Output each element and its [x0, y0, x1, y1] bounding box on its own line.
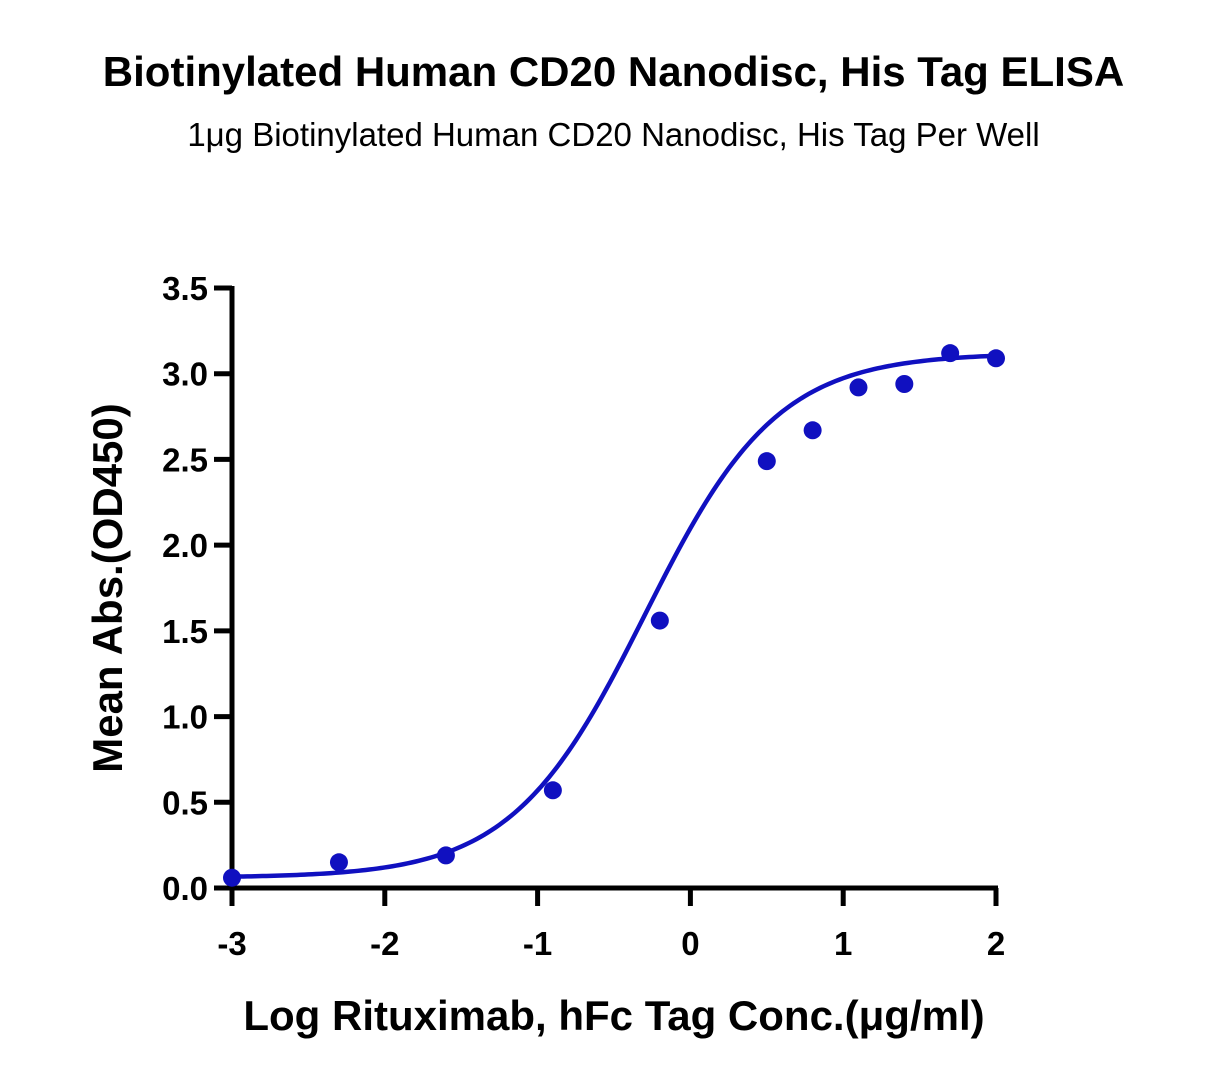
y-tick-label: 0.5 — [162, 784, 208, 821]
y-tick-label: 2.0 — [162, 527, 208, 564]
data-point — [895, 375, 914, 393]
data-point — [757, 452, 776, 471]
x-tick-label: -1 — [523, 925, 552, 962]
y-tick-label: 3.0 — [162, 356, 208, 393]
y-tick-label: 1.0 — [162, 699, 208, 736]
data-point — [987, 349, 1005, 368]
data-point — [329, 853, 348, 872]
chart-title: Biotinylated Human CD20 Nanodisc, His Ta… — [102, 48, 1125, 95]
data-point — [436, 846, 455, 865]
fit-curve — [231, 353, 997, 879]
x-tick-label: -2 — [370, 925, 399, 962]
axes: 0.0 0.5 1.0 1.5 2.0 2.5 3.0 3.5 -3 -2 -1 0 1 2 — [162, 270, 1005, 962]
data-point — [650, 611, 669, 630]
x-axis-title: Log Rituximab, hFc Tag Conc.(μg/ml) — [243, 992, 984, 1039]
y-tick-label: 0.0 — [162, 870, 208, 907]
x-tick-label: -3 — [217, 925, 246, 962]
y-axis-title: Mean Abs.(OD450) — [84, 403, 131, 773]
data-point — [803, 421, 822, 440]
x-tick-label: 0 — [681, 925, 699, 962]
fit-curve-layer — [231, 353, 997, 879]
data-point — [849, 378, 868, 397]
data-point — [223, 868, 241, 887]
y-tick-label: 3.5 — [162, 270, 208, 307]
x-tick-label: 1 — [834, 925, 852, 962]
x-tick-label: 2 — [987, 925, 1005, 962]
y-tick-label: 1.5 — [162, 613, 208, 650]
chart-subtitle: 1μg Biotinylated Human CD20 Nanodisc, Hi… — [187, 116, 1040, 153]
data-point — [543, 781, 562, 800]
data-points-layer — [223, 344, 1005, 887]
y-tick-label: 2.5 — [162, 441, 208, 478]
data-point — [941, 344, 960, 363]
